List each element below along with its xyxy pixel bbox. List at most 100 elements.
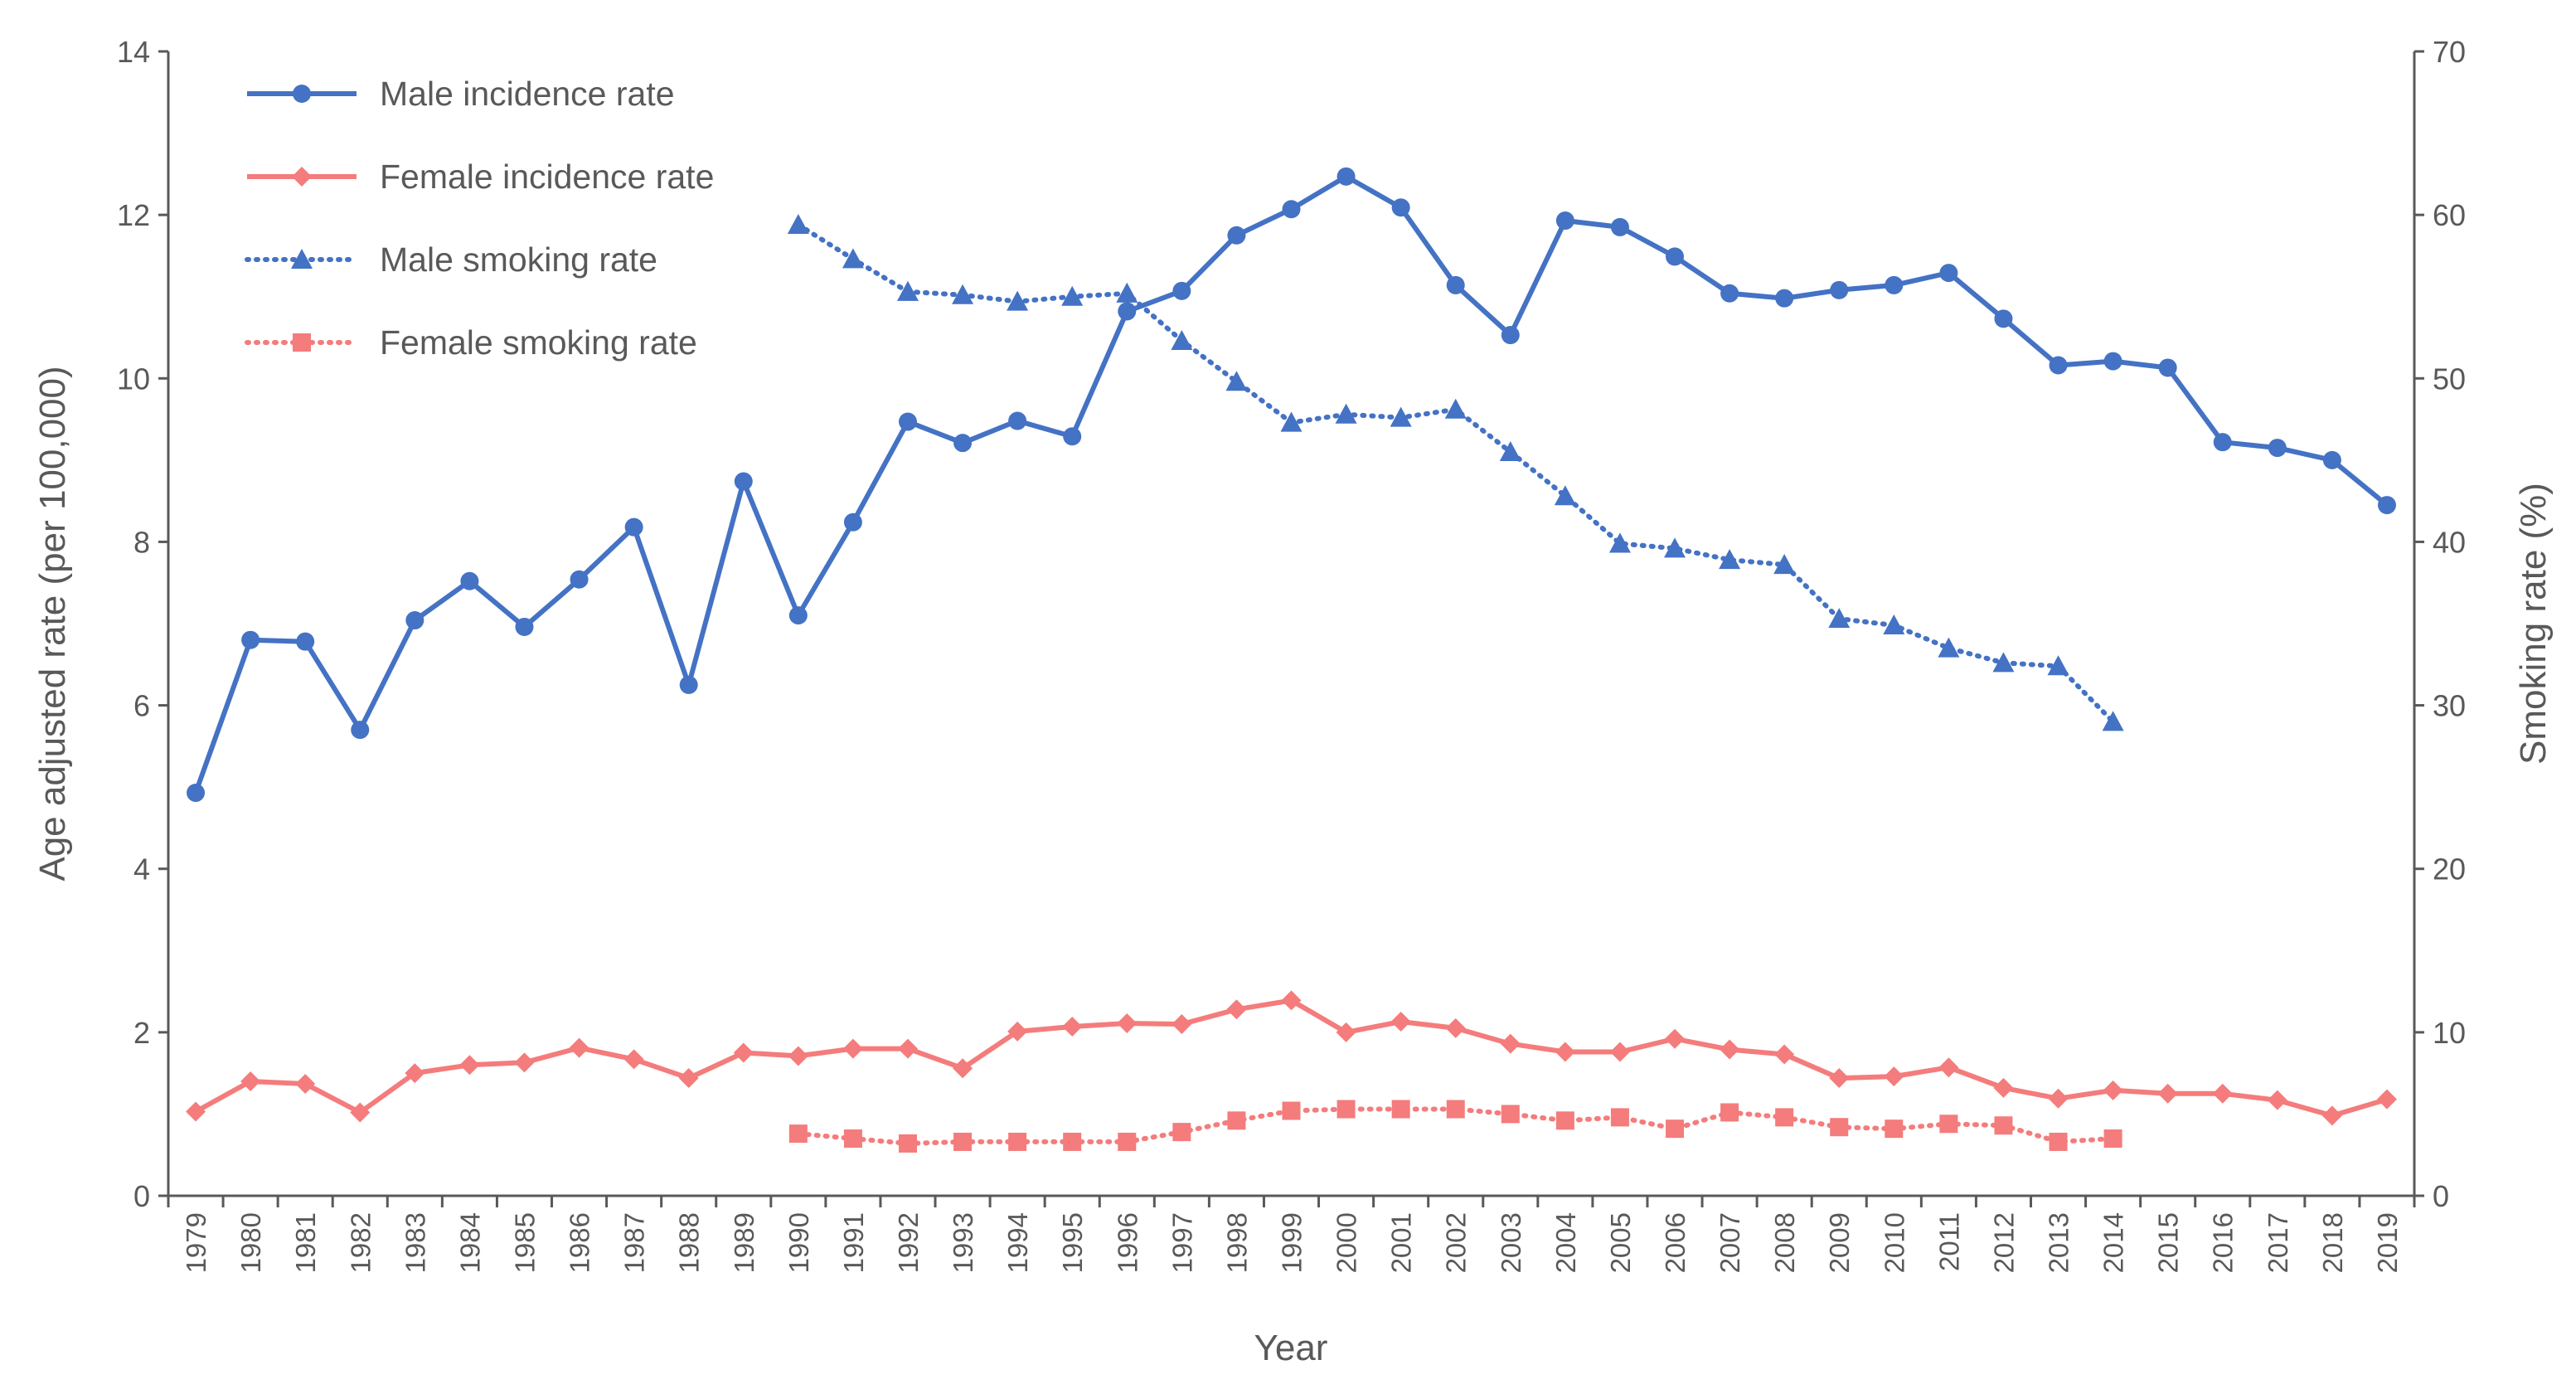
- data-point-female-incidence-rate: [2321, 1105, 2342, 1126]
- data-point-female-incidence-rate: [1993, 1077, 2014, 1098]
- x-tick-label: 2006: [1660, 1212, 1691, 1273]
- data-point-male-smoking-rate: [1773, 554, 1796, 575]
- legend-item-male-incidence-rate: Male incidence rate: [247, 75, 675, 113]
- data-point-male-incidence-rate: [1501, 326, 1520, 345]
- data-point-female-incidence-rate: [1390, 1012, 1411, 1032]
- data-point-male-incidence-rate: [679, 675, 698, 694]
- series-male-smoking-rate: [787, 213, 2124, 731]
- x-tick-label: 2016: [2208, 1212, 2239, 1273]
- data-point-female-incidence-rate: [1117, 1013, 1138, 1034]
- x-tick-label: 2005: [1605, 1212, 1636, 1273]
- x-tick-label: 2019: [2372, 1212, 2403, 1273]
- data-point-female-smoking-rate: [1118, 1132, 1137, 1151]
- data-point-male-incidence-rate: [1446, 275, 1465, 294]
- data-point-male-incidence-rate: [1830, 280, 1849, 299]
- data-point-female-incidence-rate: [1500, 1033, 1521, 1054]
- data-point-male-incidence-rate: [788, 606, 808, 625]
- series-layer: [186, 167, 2397, 1153]
- data-point-male-incidence-rate: [241, 630, 260, 649]
- data-point-female-smoking-rate: [1775, 1108, 1794, 1127]
- data-point-female-incidence-rate: [2048, 1088, 2069, 1109]
- data-point-female-smoking-rate: [1337, 1100, 1356, 1119]
- data-point-male-smoking-rate: [1828, 608, 1851, 629]
- x-tick-label: 1993: [948, 1212, 978, 1273]
- legend: Male incidence rate Female incidence rate…: [245, 75, 714, 362]
- legend-marker-male-incidence-rate: [293, 85, 311, 103]
- data-point-male-incidence-rate: [2049, 356, 2068, 375]
- data-point-male-smoking-rate: [787, 213, 809, 235]
- data-point-male-smoking-rate: [1116, 282, 1138, 303]
- legend-item-female-smoking-rate: Female smoking rate: [245, 323, 697, 362]
- data-point-male-smoking-rate: [952, 284, 974, 304]
- series-line-male-smoking-rate: [795, 222, 2116, 725]
- data-point-female-smoking-rate: [1227, 1111, 1246, 1130]
- x-tick-label: 1991: [838, 1212, 869, 1273]
- data-point-female-incidence-rate: [459, 1055, 480, 1076]
- data-point-male-smoking-rate: [1554, 485, 1576, 506]
- data-point-male-smoking-rate: [1938, 637, 1960, 658]
- data-point-female-incidence-rate: [788, 1046, 808, 1066]
- data-point-male-incidence-rate: [1666, 247, 1685, 266]
- data-point-female-incidence-rate: [678, 1068, 699, 1089]
- x-tick-label: 1980: [235, 1212, 266, 1273]
- data-point-male-smoking-rate: [1171, 329, 1193, 350]
- x-tick-label: 1986: [565, 1212, 595, 1273]
- data-point-male-incidence-rate: [1775, 289, 1794, 308]
- data-point-female-incidence-rate: [1226, 999, 1247, 1020]
- data-point-male-smoking-rate: [1992, 652, 2015, 673]
- data-point-male-incidence-rate: [898, 412, 917, 431]
- x-tick-label: 1992: [893, 1212, 924, 1273]
- data-point-female-incidence-rate: [240, 1071, 261, 1091]
- x-tick-label: 2000: [1332, 1212, 1362, 1273]
- x-tick-label: 1996: [1112, 1212, 1142, 1273]
- data-point-male-incidence-rate: [1885, 275, 1904, 294]
- data-point-female-smoking-rate: [843, 1129, 862, 1148]
- x-tick-label: 2009: [1824, 1212, 1855, 1273]
- x-tick-label: 2001: [1386, 1212, 1417, 1273]
- data-point-male-smoking-rate: [1061, 285, 1084, 306]
- legend-marker-female-incidence-rate: [292, 167, 312, 187]
- data-point-male-incidence-rate: [460, 571, 479, 590]
- data-point-female-incidence-rate: [1884, 1066, 1904, 1087]
- data-point-female-smoking-rate: [1391, 1100, 1410, 1119]
- x-tick-label: 1985: [509, 1212, 540, 1273]
- x-tick-label: 1997: [1167, 1212, 1197, 1273]
- x-tick-label: 1995: [1057, 1212, 1088, 1273]
- y2-axis-title: Smoking rate (%): [2513, 483, 2554, 765]
- data-point-female-incidence-rate: [2103, 1080, 2123, 1100]
- data-point-female-incidence-rate: [569, 1037, 589, 1058]
- data-point-female-incidence-rate: [350, 1102, 371, 1123]
- x-tick-label: 1989: [729, 1212, 759, 1273]
- x-tick-label: 2007: [1715, 1212, 1745, 1273]
- data-point-female-smoking-rate: [1282, 1101, 1301, 1120]
- data-point-male-smoking-rate: [2102, 711, 2124, 731]
- data-point-male-incidence-rate: [1282, 200, 1301, 219]
- x-tick-label: 2002: [1441, 1212, 1472, 1273]
- data-point-female-incidence-rate: [186, 1101, 206, 1122]
- data-point-male-incidence-rate: [1391, 198, 1410, 217]
- data-point-female-incidence-rate: [1062, 1016, 1083, 1037]
- x-tick-label: 1990: [783, 1212, 814, 1273]
- data-point-female-smoking-rate: [1555, 1111, 1574, 1130]
- x-tick-label: 2011: [1933, 1212, 1964, 1271]
- data-point-female-smoking-rate: [2049, 1132, 2068, 1151]
- data-point-male-incidence-rate: [1939, 264, 1958, 283]
- y2-tick-label: 10: [2433, 1016, 2466, 1050]
- data-point-female-smoking-rate: [1720, 1103, 1739, 1122]
- series-female-incidence-rate: [186, 990, 2397, 1126]
- y2-tick-label: 50: [2433, 362, 2466, 396]
- data-point-male-incidence-rate: [1555, 211, 1574, 231]
- data-point-female-incidence-rate: [2376, 1089, 2397, 1110]
- data-point-female-smoking-rate: [1994, 1116, 2013, 1135]
- x-tick-label: 2013: [2044, 1212, 2074, 1273]
- x-tick-label: 2018: [2317, 1212, 2348, 1273]
- data-point-female-incidence-rate: [405, 1063, 425, 1084]
- data-point-male-incidence-rate: [2158, 358, 2177, 377]
- data-point-female-smoking-rate: [1172, 1123, 1191, 1142]
- data-point-female-incidence-rate: [1720, 1039, 1740, 1060]
- data-point-male-smoking-rate: [1444, 398, 1467, 419]
- data-point-male-incidence-rate: [570, 570, 589, 589]
- data-point-female-incidence-rate: [295, 1073, 316, 1094]
- data-point-male-incidence-rate: [351, 721, 370, 740]
